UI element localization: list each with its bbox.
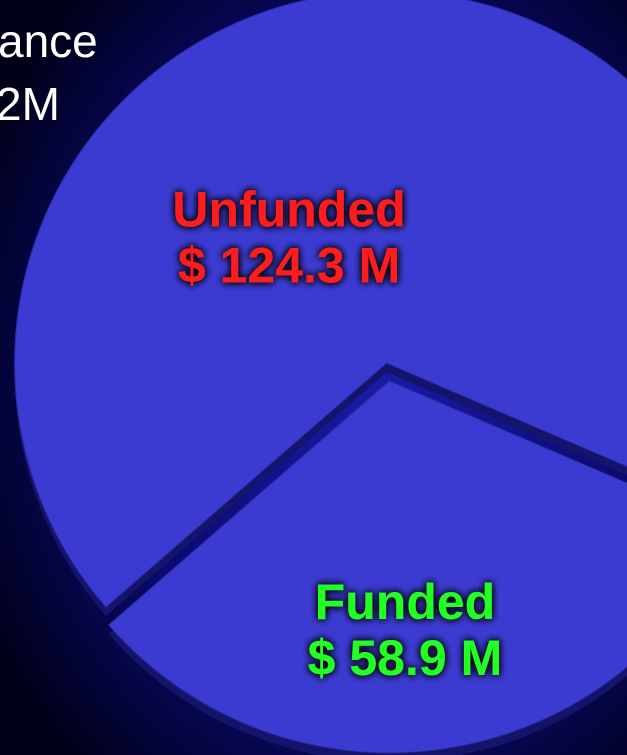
header-text: ance bbox=[0, 15, 98, 67]
slice-label: Unfunded bbox=[172, 182, 405, 238]
pie-slice bbox=[107, 380, 627, 754]
pie-slice bbox=[14, 0, 627, 608]
slice-label: Funded bbox=[315, 574, 496, 630]
pie: Unfunded$ 124.3 M Funded$ 58.9 M bbox=[14, 0, 627, 755]
slice-value-label: $ 124.3 M bbox=[178, 238, 400, 294]
slice-value-label: $ 58.9 M bbox=[308, 630, 503, 686]
header-text: 2M bbox=[0, 78, 60, 130]
